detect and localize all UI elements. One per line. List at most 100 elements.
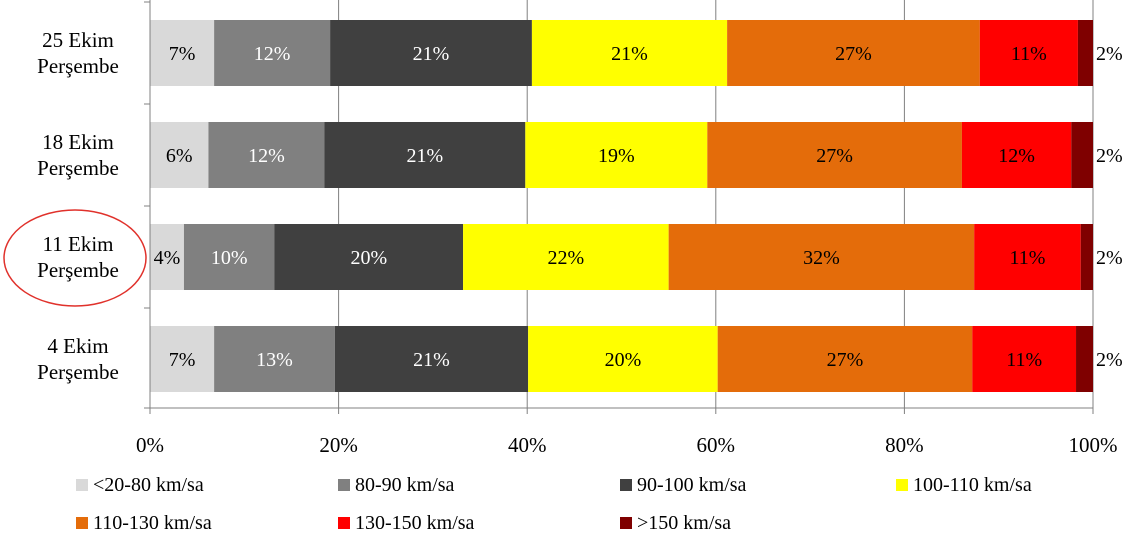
- bar-segment: [1071, 122, 1093, 188]
- legend-item[interactable]: 80-90 km/sa: [338, 470, 454, 500]
- legend-label: 110-130 km/sa: [93, 511, 212, 534]
- legend-label: 130-150 km/sa: [355, 511, 475, 534]
- bar-segment: [330, 20, 532, 86]
- bar-segment: [183, 224, 275, 290]
- data-labels: 7% 12% 21% 21% 27% 11% 2% 6% 12% 21% 19% 27% 12% 2% 4%…: [154, 43, 1123, 371]
- bar-segment: [208, 122, 325, 188]
- data-label: 11%: [1006, 349, 1042, 371]
- legend-item[interactable]: 90-100 km/sa: [620, 470, 746, 500]
- data-label: 12%: [248, 145, 285, 167]
- data-label: 27%: [816, 145, 853, 167]
- data-label: 22%: [548, 247, 585, 269]
- highlight-circle: [3, 209, 147, 307]
- legend-row: <20-80 km/sa 80-90 km/sa 90-100 km/sa 100-1…: [0, 470, 1142, 500]
- category-label-line: Perşembe: [37, 258, 119, 282]
- bar-segment: [1080, 224, 1093, 290]
- data-label: 11%: [1011, 43, 1047, 65]
- bar-segment: [979, 20, 1078, 86]
- data-label: 32%: [803, 247, 840, 269]
- bar-segment: [334, 326, 529, 392]
- legend-item[interactable]: 110-130 km/sa: [76, 508, 212, 538]
- category-label: 18 Ekim Perşembe: [37, 130, 119, 180]
- data-label: 6%: [166, 145, 193, 167]
- category-label-line: 11 Ekim: [43, 232, 114, 256]
- data-label: 21%: [413, 349, 450, 371]
- data-label: 19%: [598, 145, 635, 167]
- data-label: 2%: [1096, 43, 1123, 65]
- x-tick-label: 0%: [136, 433, 164, 457]
- category-label-line: 18 Ekim: [42, 130, 114, 154]
- bar-segment: [727, 20, 980, 86]
- bar-segment: [525, 122, 708, 188]
- bar-segment: [214, 20, 331, 86]
- legend-swatch: [620, 517, 632, 529]
- legend-swatch: [338, 517, 350, 529]
- bar-segment: [274, 224, 464, 290]
- bar-segment: [961, 122, 1072, 188]
- bar-segment: [150, 20, 215, 86]
- data-label: 2%: [1096, 145, 1123, 167]
- legend-swatch: [76, 517, 88, 529]
- legend-label: 100-110 km/sa: [913, 473, 1032, 496]
- data-label: 2%: [1096, 247, 1123, 269]
- bar-segments: [150, 20, 1093, 392]
- legend-row: 110-130 km/sa 130-150 km/sa >150 km/sa: [0, 508, 1142, 538]
- data-label: 27%: [827, 349, 864, 371]
- category-label: 11 Ekim Perşembe: [37, 232, 119, 282]
- x-tick-label: 60%: [697, 433, 736, 457]
- bar-segment: [1076, 326, 1093, 392]
- category-label-line: Perşembe: [37, 360, 119, 384]
- legend-item[interactable]: 130-150 km/sa: [338, 508, 474, 538]
- bar-segment: [150, 326, 215, 392]
- bar-segment: [214, 326, 335, 392]
- bar-segment: [707, 122, 962, 188]
- data-label: 12%: [254, 43, 291, 65]
- legend-swatch: [620, 479, 632, 491]
- category-label-line: Perşembe: [37, 54, 119, 78]
- bar-segment: [150, 224, 184, 290]
- legend-item[interactable]: 100-110 km/sa: [896, 470, 1032, 500]
- bar-segment: [150, 122, 209, 188]
- bar-segment: [463, 224, 669, 290]
- data-label: 11%: [1010, 247, 1046, 269]
- legend-item[interactable]: <20-80 km/sa: [76, 470, 204, 500]
- category-label: 25 Ekim Perşembe: [37, 28, 119, 78]
- data-label: 21%: [407, 145, 444, 167]
- x-tick-labels: 0% 20% 40% 60% 80% 100%: [136, 433, 1118, 457]
- data-label: 7%: [169, 43, 196, 65]
- data-label: 12%: [998, 145, 1035, 167]
- category-label-line: 4 Ekim: [47, 334, 108, 358]
- x-tick-label: 100%: [1069, 433, 1118, 457]
- axes: [144, 0, 1094, 414]
- legend-label: <20-80 km/sa: [93, 473, 204, 496]
- bar-segment: [717, 326, 973, 392]
- legend-label: 90-100 km/sa: [637, 473, 747, 496]
- bar-segment: [1077, 20, 1093, 86]
- category-label-line: 25 Ekim: [42, 28, 114, 52]
- legend-item[interactable]: >150 km/sa: [620, 508, 731, 538]
- bar-segment: [528, 326, 718, 392]
- legend-swatch: [896, 479, 908, 491]
- data-label: 20%: [350, 247, 387, 269]
- data-label: 7%: [169, 349, 196, 371]
- data-label: 4%: [154, 247, 181, 269]
- data-label: 2%: [1096, 349, 1123, 371]
- x-tick-label: 40%: [508, 433, 547, 457]
- legend-label: >150 km/sa: [637, 511, 732, 534]
- data-label: 27%: [835, 43, 872, 65]
- data-label: 20%: [605, 349, 642, 371]
- x-tick-label: 80%: [885, 433, 924, 457]
- data-label: 21%: [413, 43, 450, 65]
- category-label-line: Perşembe: [37, 156, 119, 180]
- data-label: 10%: [211, 247, 248, 269]
- legend-swatch: [338, 479, 350, 491]
- category-label: 4 Ekim Perşembe: [37, 334, 119, 384]
- bar-segment: [974, 224, 1081, 290]
- legend-label: 80-90 km/sa: [355, 473, 455, 496]
- bar-segment: [972, 326, 1077, 392]
- x-tick-label: 20%: [319, 433, 358, 457]
- data-label: 13%: [256, 349, 293, 371]
